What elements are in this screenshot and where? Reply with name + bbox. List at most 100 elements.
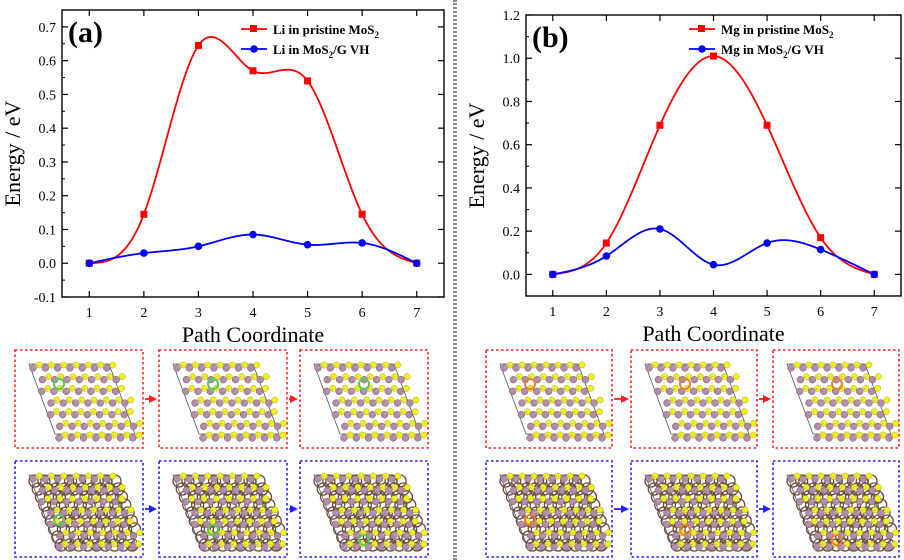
bond: [41, 498, 48, 503]
s-atom: [668, 408, 676, 416]
s-atom: [575, 384, 583, 392]
bond: [206, 411, 213, 416]
s-atom: [892, 529, 900, 537]
bond: [247, 486, 255, 491]
s-atom: [44, 483, 52, 491]
y-tick-label: 0.6: [39, 55, 57, 70]
y-axis-label: Energy / eV: [464, 102, 489, 208]
bond: [569, 399, 577, 404]
legend-label-tail: /G VH: [332, 42, 369, 57]
y-tick-label: 0.1: [39, 223, 57, 238]
s-atom: [547, 517, 555, 525]
unit-cell: [786, 363, 892, 435]
bond: [561, 376, 568, 381]
bond: [235, 486, 242, 491]
bond: [380, 543, 388, 548]
bond: [826, 364, 834, 369]
legend-label-tail: /G VH: [787, 42, 824, 57]
bond: [367, 364, 374, 369]
mo-atom: [708, 422, 716, 430]
panel-divider: [453, 0, 457, 560]
x-tick-label: 6: [359, 306, 366, 321]
mo-atom: [129, 434, 137, 442]
s-atom: [846, 408, 854, 416]
bond: [339, 486, 346, 491]
mo-atom: [38, 387, 46, 395]
bond: [222, 498, 229, 503]
s-atom: [844, 529, 852, 537]
mo-atom: [572, 475, 580, 483]
y-axis-label: Energy / eV: [0, 100, 25, 206]
mo-atom: [859, 475, 867, 483]
s-atom: [749, 431, 757, 439]
mo-atom: [877, 509, 885, 517]
mo-atom: [864, 411, 872, 419]
bond: [226, 364, 233, 369]
path-arrow-head: [763, 505, 771, 513]
s-atom: [820, 529, 828, 537]
s-atom: [280, 529, 287, 537]
mo-atom: [796, 387, 804, 395]
bond: [539, 475, 547, 480]
bond: [708, 475, 716, 480]
bond: [675, 422, 682, 427]
s-atom: [684, 483, 692, 491]
bond: [74, 520, 82, 525]
x-axis-label: Path Coordinate: [182, 322, 324, 347]
mo-atom: [38, 376, 46, 384]
mo-atom: [551, 532, 559, 540]
bond: [99, 520, 106, 525]
bond: [234, 387, 242, 392]
s-atom: [874, 495, 882, 503]
mo-atom: [569, 498, 577, 506]
bond: [539, 364, 547, 369]
y-tick-label: -0.1: [34, 291, 56, 306]
bond: [877, 422, 884, 427]
bond: [42, 376, 49, 381]
mo-atom: [103, 364, 111, 372]
mo-atom: [551, 422, 559, 430]
legend-label-main: Mg in MoS: [721, 42, 783, 57]
path-arrow-head: [149, 505, 157, 513]
s-atom: [569, 529, 577, 537]
mo-atom: [654, 498, 662, 506]
s-atom: [844, 419, 852, 427]
bond: [111, 520, 119, 525]
bond: [802, 364, 810, 369]
s-atom: [533, 529, 541, 537]
mo-atom: [710, 520, 718, 528]
bond: [666, 509, 674, 514]
mo-atom: [796, 486, 804, 494]
s-atom: [728, 408, 736, 416]
mo-atom: [545, 376, 553, 384]
s-atom: [850, 483, 858, 491]
mo-atom: [684, 422, 692, 430]
bond: [238, 475, 245, 480]
bond: [120, 434, 127, 439]
bond: [790, 364, 798, 369]
mo-atom: [247, 475, 255, 483]
bond: [860, 376, 867, 381]
mo-atom: [252, 520, 260, 528]
bond: [359, 411, 367, 416]
mo-atom: [804, 411, 812, 419]
x-tick-label: 1: [549, 305, 556, 320]
bond: [393, 434, 400, 439]
mo-atom: [569, 486, 577, 494]
s-atom: [270, 517, 278, 525]
legend-label: Li in MoS2/G VH: [273, 42, 369, 60]
bond: [648, 475, 656, 480]
s-atom: [708, 373, 716, 381]
s-atom: [720, 483, 728, 491]
bond: [513, 376, 520, 381]
bond: [343, 434, 351, 439]
bond: [714, 520, 721, 525]
structure-row-b-pristine: [485, 349, 900, 449]
s-atom: [57, 483, 64, 491]
s-atom: [118, 483, 126, 491]
bond: [714, 509, 722, 514]
bond: [589, 434, 597, 439]
s-atom: [856, 529, 864, 537]
bond: [406, 532, 413, 537]
s-atom: [535, 408, 543, 416]
